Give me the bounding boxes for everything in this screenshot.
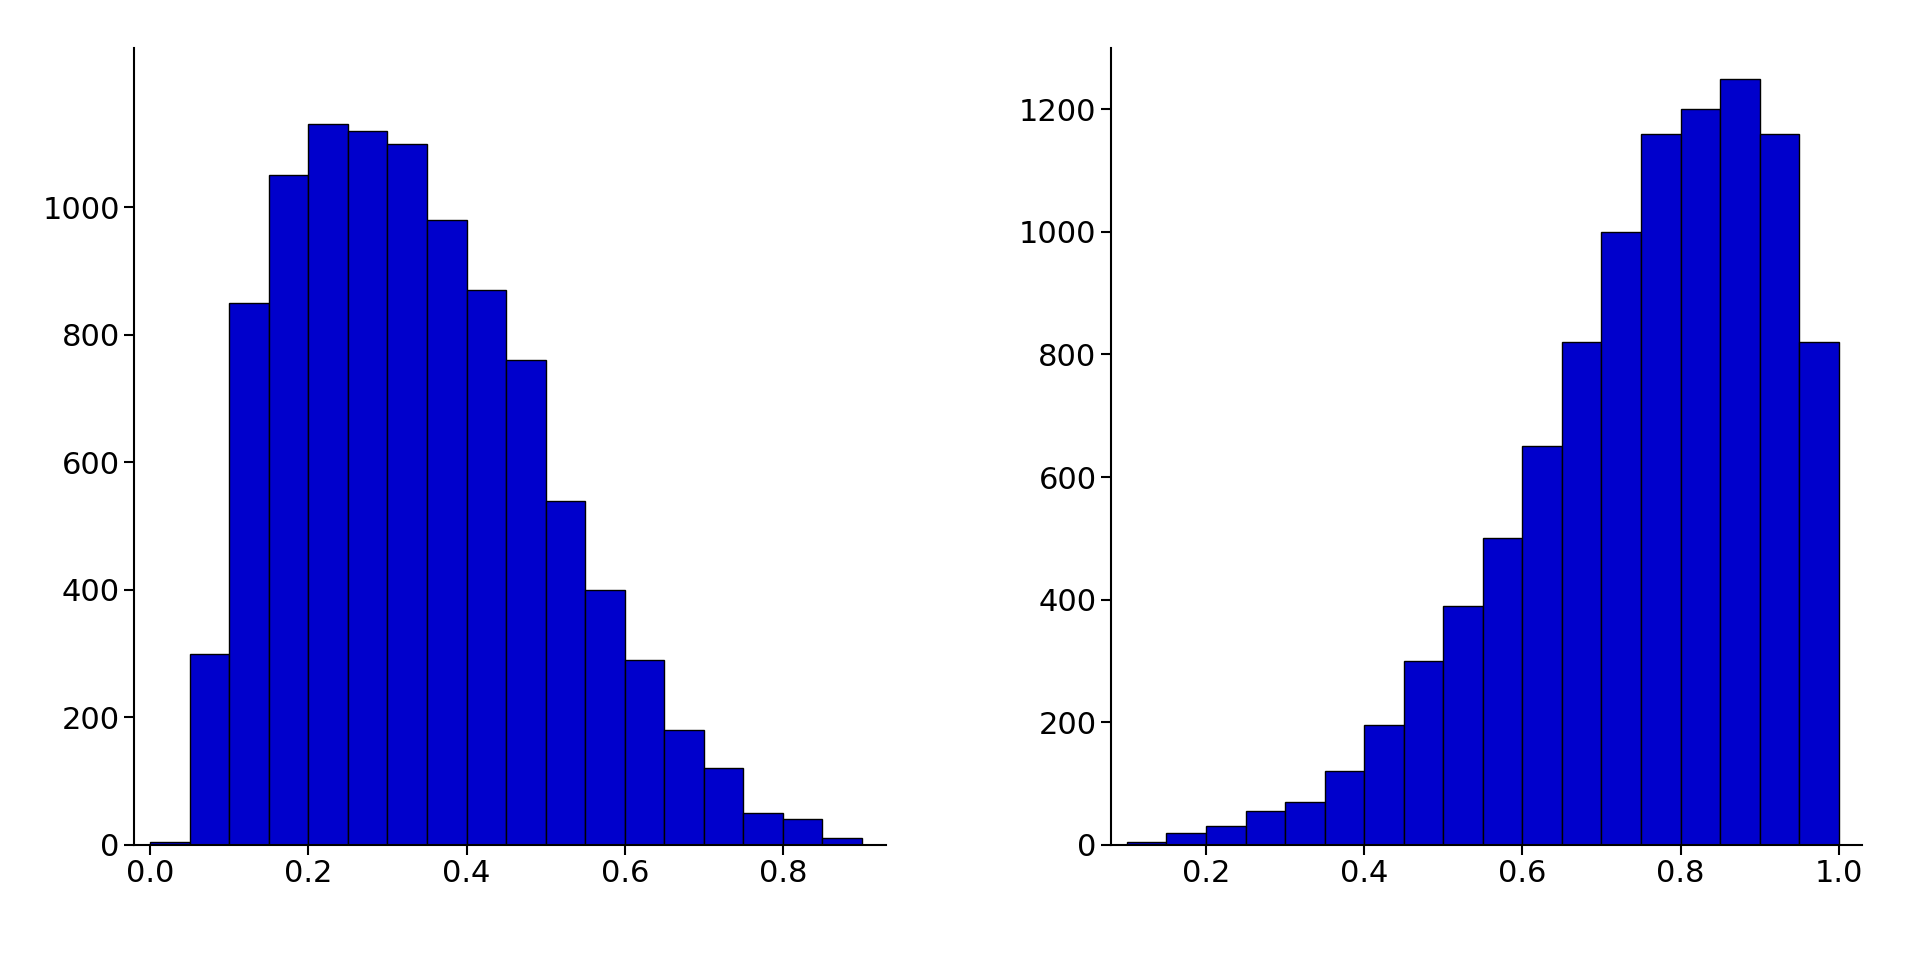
Bar — [545, 500, 586, 845]
Bar — [1246, 811, 1284, 845]
Bar — [1365, 726, 1404, 845]
Bar — [1284, 802, 1325, 845]
Bar — [150, 842, 190, 845]
Bar — [586, 589, 624, 845]
Bar — [1404, 660, 1444, 845]
Bar — [1642, 133, 1680, 845]
Bar — [1561, 342, 1601, 845]
Bar — [705, 768, 743, 845]
Bar — [1601, 232, 1642, 845]
Bar — [743, 813, 783, 845]
Bar — [309, 125, 348, 845]
Bar — [624, 660, 664, 845]
Bar — [348, 131, 388, 845]
Bar — [1325, 771, 1365, 845]
Bar — [228, 303, 269, 845]
Bar — [1167, 832, 1206, 845]
Bar — [507, 360, 545, 845]
Bar — [1444, 606, 1482, 845]
Bar — [1759, 133, 1799, 845]
Bar — [1482, 539, 1523, 845]
Bar — [1206, 827, 1246, 845]
Bar — [1523, 446, 1561, 845]
Bar — [1127, 842, 1167, 845]
Bar — [467, 290, 507, 845]
Bar — [783, 819, 822, 845]
Bar — [664, 730, 705, 845]
Bar — [1720, 79, 1759, 845]
Bar — [269, 176, 309, 845]
Bar — [822, 838, 862, 845]
Bar — [190, 654, 228, 845]
Bar — [1680, 109, 1720, 845]
Bar — [388, 144, 426, 845]
Bar — [1799, 342, 1839, 845]
Bar — [426, 220, 467, 845]
